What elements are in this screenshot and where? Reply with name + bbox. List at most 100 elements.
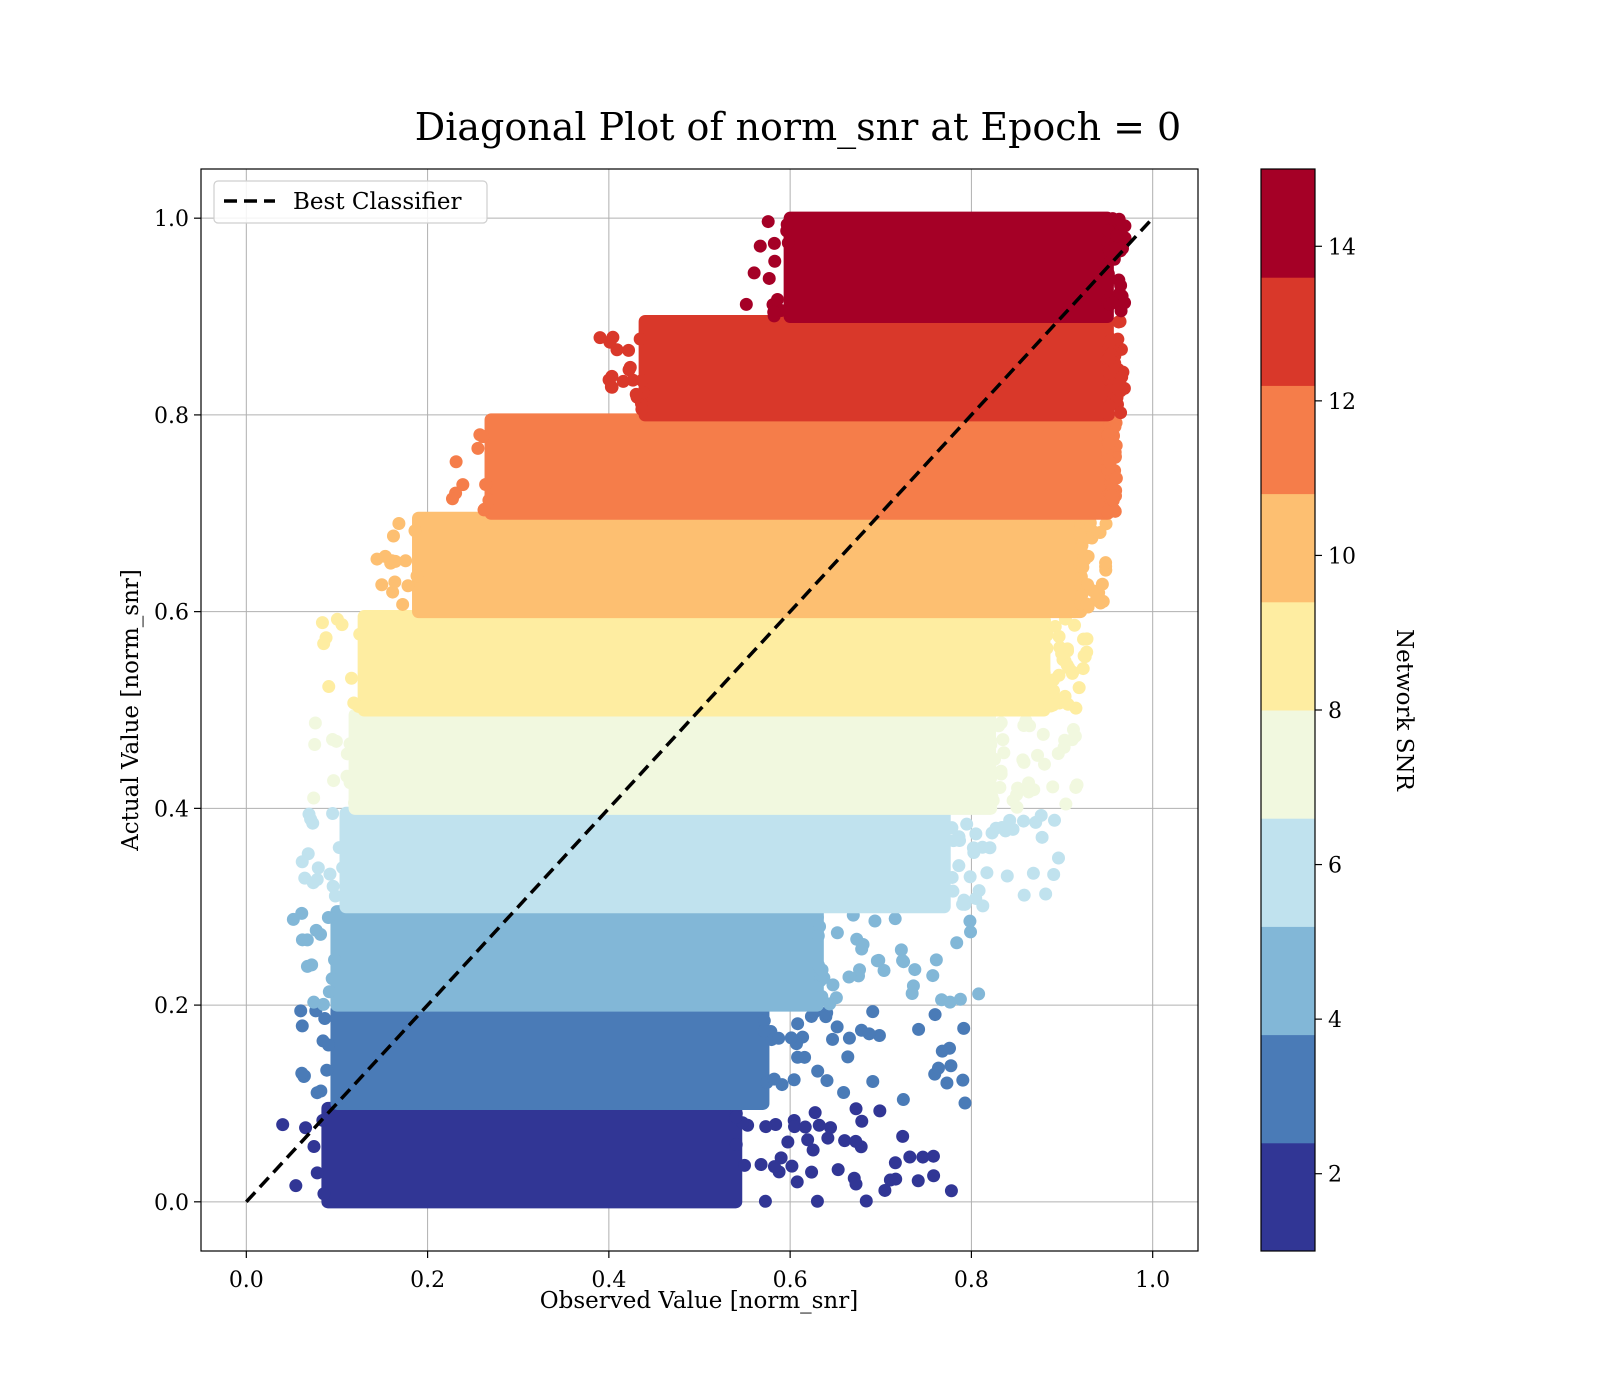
colorbar-tick-label: 12 bbox=[1328, 390, 1356, 415]
scatter-point bbox=[956, 897, 970, 911]
scatter-point bbox=[1070, 778, 1084, 792]
scatter-point bbox=[626, 373, 640, 387]
scatter-point bbox=[872, 1028, 886, 1042]
scatter-point bbox=[957, 1021, 971, 1035]
band-core bbox=[484, 413, 1114, 520]
scatter-point bbox=[849, 1102, 863, 1116]
scatter-point bbox=[806, 1143, 820, 1157]
scatter-point bbox=[479, 478, 493, 492]
scatter-point bbox=[780, 217, 794, 231]
scatter-point bbox=[929, 953, 943, 967]
scatter-point bbox=[967, 845, 981, 859]
colorbar-segment bbox=[1261, 493, 1315, 603]
scatter-point bbox=[1017, 888, 1031, 902]
scatter-point bbox=[315, 616, 329, 630]
scatter-point bbox=[1072, 681, 1086, 695]
scatter-point bbox=[894, 943, 908, 957]
scatter-point bbox=[1019, 714, 1033, 728]
scatter-point bbox=[345, 671, 359, 685]
scatter-point bbox=[1026, 866, 1040, 880]
scatter-point bbox=[326, 732, 340, 746]
scatter-point bbox=[307, 995, 321, 1009]
snr-band-2 bbox=[294, 1003, 972, 1110]
scatter-point bbox=[972, 987, 986, 1001]
scatter-point bbox=[729, 1110, 743, 1124]
scatter-point bbox=[1099, 556, 1113, 570]
scatter-point bbox=[1099, 517, 1113, 531]
scatter-point bbox=[314, 1084, 328, 1098]
scatter-point bbox=[328, 889, 342, 903]
scatter-point bbox=[926, 1149, 940, 1163]
scatter-point bbox=[935, 1044, 949, 1058]
scatter-point bbox=[1029, 815, 1043, 829]
scatter-point bbox=[801, 1133, 815, 1147]
scatter-point bbox=[1059, 797, 1073, 811]
scatter-point bbox=[993, 780, 1007, 794]
colorbar-segment bbox=[1261, 169, 1315, 278]
scatter-point bbox=[859, 1194, 873, 1208]
colorbar-segment bbox=[1261, 1142, 1315, 1252]
scatter-point bbox=[985, 790, 999, 804]
scatter-point bbox=[1017, 814, 1031, 828]
scatter-point bbox=[317, 1187, 331, 1201]
scatter-point bbox=[1048, 619, 1062, 633]
x-axis-ticks: 0.0 0.2 0.4 0.6 0.8 1.0 bbox=[229, 1251, 1170, 1293]
scatter-point bbox=[762, 271, 776, 285]
scatter-point bbox=[593, 331, 607, 345]
scatter-point bbox=[1112, 377, 1126, 391]
x-tick-label: 0.6 bbox=[773, 1268, 808, 1293]
scatter-point bbox=[318, 1012, 332, 1026]
colorbar: 2 4 6 8 10 12 14 Network SNR bbox=[1260, 168, 1417, 1252]
scatter-point bbox=[623, 360, 637, 374]
colorbar-tick-label: 2 bbox=[1328, 1163, 1342, 1188]
colorbar-ticks: 2 4 6 8 10 12 14 bbox=[1315, 235, 1356, 1188]
scatter-point bbox=[927, 1169, 941, 1183]
scatter-point bbox=[889, 1172, 903, 1186]
plot-area: 0.0 0.2 0.4 0.6 0.8 1.0 0.0 0.2 0.4 0.6 0.8 1.0 bbox=[154, 168, 1199, 1293]
scatter-point bbox=[347, 696, 361, 710]
scatter-point bbox=[788, 1120, 802, 1134]
scatter-point bbox=[310, 1166, 324, 1180]
scatter-point bbox=[945, 870, 959, 884]
scatter-point bbox=[926, 969, 940, 983]
snr-band-1 bbox=[276, 1101, 958, 1209]
scatter-point bbox=[849, 1177, 863, 1191]
snr-band-8 bbox=[445, 413, 1123, 520]
scatter-point bbox=[1104, 334, 1118, 348]
scatter-point bbox=[820, 1074, 834, 1088]
scatter-point bbox=[790, 1175, 804, 1189]
scatter-point bbox=[311, 861, 325, 875]
scatter-point bbox=[969, 827, 983, 841]
scatter-point bbox=[323, 867, 337, 881]
scatter-point bbox=[838, 1134, 852, 1148]
scatter-point bbox=[761, 215, 775, 229]
band-core bbox=[412, 511, 1087, 619]
scatter-point bbox=[772, 1031, 786, 1045]
scatter-point bbox=[1047, 867, 1061, 881]
scatter-point bbox=[928, 1008, 942, 1022]
scatter-point bbox=[995, 820, 1009, 834]
scatter-point bbox=[276, 1118, 290, 1132]
x-tick-label: 0.2 bbox=[410, 1268, 445, 1293]
colorbar-segment bbox=[1261, 277, 1315, 386]
scatter-point bbox=[1027, 783, 1041, 797]
scatter-point bbox=[1113, 286, 1127, 300]
snr-band-7 bbox=[370, 511, 1113, 619]
scatter-point bbox=[449, 455, 463, 469]
scatter-point bbox=[831, 1163, 845, 1177]
x-axis-label: Observed Value [norm_snr] bbox=[540, 1288, 858, 1314]
scatter-point bbox=[308, 738, 322, 752]
scatter-point bbox=[392, 516, 406, 530]
scatter-point bbox=[903, 1150, 917, 1164]
scatter-point bbox=[997, 746, 1011, 760]
scatter-point bbox=[853, 963, 867, 977]
scatter-point bbox=[1080, 645, 1094, 659]
scatter-point bbox=[326, 806, 340, 820]
plot-frame bbox=[200, 168, 1199, 1252]
scatter-point bbox=[958, 1096, 972, 1110]
scatter-point bbox=[767, 1072, 781, 1086]
scatter-point bbox=[823, 997, 837, 1011]
scatter-point bbox=[837, 1085, 851, 1099]
scatter-point bbox=[810, 910, 824, 924]
colorbar-tick-label: 14 bbox=[1328, 235, 1356, 260]
